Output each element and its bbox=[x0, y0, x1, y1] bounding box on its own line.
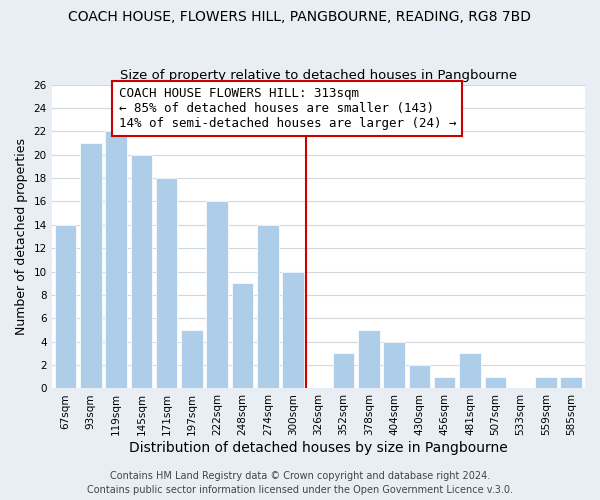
Bar bbox=[333, 354, 355, 388]
Bar bbox=[181, 330, 203, 388]
Text: COACH HOUSE FLOWERS HILL: 313sqm
← 85% of detached houses are smaller (143)
14% : COACH HOUSE FLOWERS HILL: 313sqm ← 85% o… bbox=[119, 87, 456, 130]
Bar bbox=[459, 354, 481, 388]
Bar bbox=[383, 342, 405, 388]
Bar bbox=[485, 377, 506, 388]
Y-axis label: Number of detached properties: Number of detached properties bbox=[15, 138, 28, 335]
Title: Size of property relative to detached houses in Pangbourne: Size of property relative to detached ho… bbox=[120, 69, 517, 82]
Bar bbox=[156, 178, 178, 388]
Bar bbox=[434, 377, 455, 388]
Text: Contains HM Land Registry data © Crown copyright and database right 2024.
Contai: Contains HM Land Registry data © Crown c… bbox=[87, 471, 513, 495]
Bar bbox=[409, 365, 430, 388]
Bar bbox=[535, 377, 557, 388]
Bar bbox=[131, 154, 152, 388]
Bar bbox=[257, 225, 278, 388]
X-axis label: Distribution of detached houses by size in Pangbourne: Distribution of detached houses by size … bbox=[129, 441, 508, 455]
Bar bbox=[55, 225, 76, 388]
Bar bbox=[358, 330, 380, 388]
Bar bbox=[106, 132, 127, 388]
Bar bbox=[283, 272, 304, 388]
Bar bbox=[232, 284, 253, 389]
Bar bbox=[80, 143, 101, 388]
Bar bbox=[206, 202, 228, 388]
Bar bbox=[560, 377, 582, 388]
Text: COACH HOUSE, FLOWERS HILL, PANGBOURNE, READING, RG8 7BD: COACH HOUSE, FLOWERS HILL, PANGBOURNE, R… bbox=[68, 10, 532, 24]
